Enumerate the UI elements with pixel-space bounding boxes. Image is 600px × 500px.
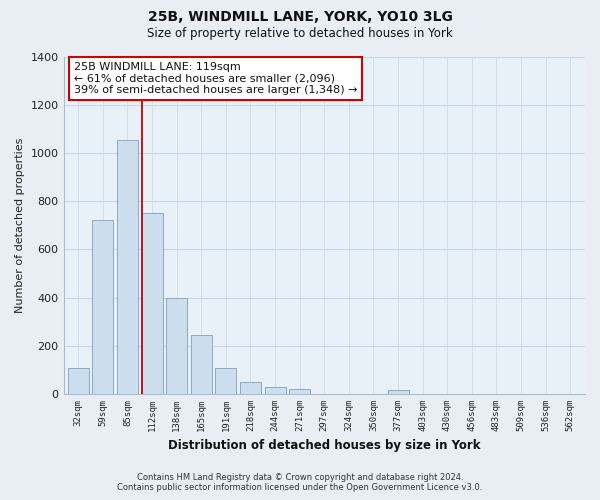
- Text: Size of property relative to detached houses in York: Size of property relative to detached ho…: [147, 28, 453, 40]
- Text: Contains HM Land Registry data © Crown copyright and database right 2024.
Contai: Contains HM Land Registry data © Crown c…: [118, 473, 482, 492]
- X-axis label: Distribution of detached houses by size in York: Distribution of detached houses by size …: [168, 440, 481, 452]
- Y-axis label: Number of detached properties: Number of detached properties: [15, 138, 25, 313]
- Bar: [92, 220, 113, 394]
- Bar: [289, 389, 310, 394]
- Text: 25B WINDMILL LANE: 119sqm
← 61% of detached houses are smaller (2,096)
39% of se: 25B WINDMILL LANE: 119sqm ← 61% of detac…: [74, 62, 358, 95]
- Bar: [265, 388, 286, 394]
- Text: 25B, WINDMILL LANE, YORK, YO10 3LG: 25B, WINDMILL LANE, YORK, YO10 3LG: [148, 10, 452, 24]
- Bar: [388, 390, 409, 394]
- Bar: [117, 140, 138, 394]
- Bar: [68, 368, 89, 394]
- Bar: [166, 298, 187, 394]
- Bar: [240, 382, 261, 394]
- Bar: [191, 335, 212, 394]
- Bar: [215, 368, 236, 394]
- Bar: [142, 213, 163, 394]
